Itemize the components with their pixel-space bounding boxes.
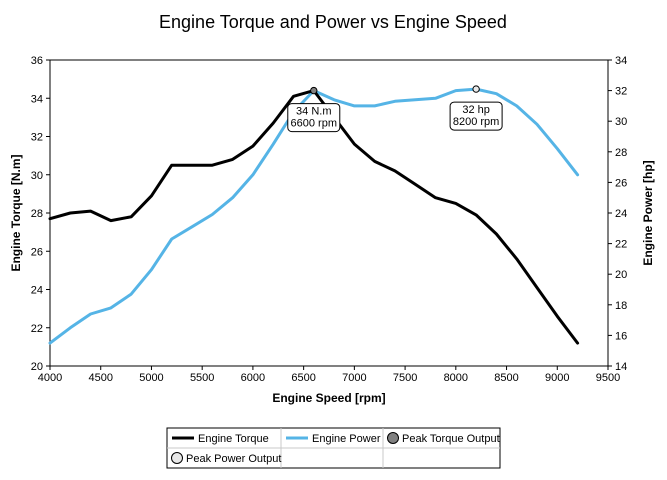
x-tick-label: 5500: [190, 372, 214, 384]
left-y-tick-label: 32: [31, 132, 43, 144]
right-y-tick-label: 34: [615, 55, 627, 67]
left-y-tick-label: 22: [31, 323, 43, 335]
chart-title: Engine Torque and Power vs Engine Speed: [159, 12, 507, 32]
left-y-tick-label: 28: [31, 208, 43, 220]
right-y-tick-label: 22: [615, 239, 627, 251]
x-tick-label: 7500: [393, 372, 417, 384]
left-y-tick-label: 30: [31, 170, 43, 182]
x-tick-label: 8500: [494, 372, 518, 384]
right-y-tick-label: 14: [615, 361, 627, 373]
peak-torque-output-label: 34 N.m: [296, 106, 331, 118]
right-y-tick-label: 26: [615, 177, 627, 189]
legend-swatch-peak-torque-output: [387, 432, 399, 444]
right-y-tick-label: 18: [615, 300, 627, 312]
right-y-tick-label: 16: [615, 330, 627, 342]
right-y-tick-label: 28: [615, 147, 627, 159]
legend-swatch-peak-power-output: [171, 452, 183, 464]
peak-torque-output-marker: [310, 86, 318, 95]
left-y-axis: 20 22 24 26 28 30 32 34 36: [31, 55, 50, 373]
left-y-axis-label: Engine Torque [N.m]: [9, 154, 23, 271]
peak-torque-output-label: 6600 rpm: [291, 118, 337, 130]
x-tick-label: 9000: [545, 372, 569, 384]
right-y-axis: 14 16 18 20 22 24 26 28 30 32 34: [608, 55, 627, 373]
x-tick-label: 6500: [291, 372, 315, 384]
right-y-tick-label: 30: [615, 116, 627, 128]
x-tick-label: 4000: [38, 372, 62, 384]
x-axis: 4000 4500 5000 5500 6000 6500 7000 7500 8000 8500…: [38, 366, 620, 384]
right-y-tick-label: 24: [615, 208, 627, 220]
left-y-tick-label: 26: [31, 246, 43, 258]
peak-power-output-marker: [472, 85, 480, 93]
x-tick-label: 7000: [342, 372, 366, 384]
legend: Engine Torque Engine Power Peak Torque Out…: [166, 427, 501, 469]
peak-torque-output-callout: [287, 103, 341, 133]
x-tick-label: 5000: [139, 372, 163, 384]
x-tick-label: 8000: [444, 372, 468, 384]
x-axis-label: Engine Speed [rpm]: [272, 391, 385, 405]
x-tick-label: 6000: [241, 372, 265, 384]
right-y-tick-label: 20: [615, 269, 627, 281]
x-tick-label: 9500: [596, 372, 620, 384]
right-y-tick-label: 32: [615, 86, 627, 98]
left-y-tick-label: 34: [31, 93, 43, 105]
left-y-tick-label: 36: [31, 55, 43, 67]
right-y-axis-label: Engine Power [hp]: [641, 160, 655, 265]
legend-label-peak-torque-output: Peak Torque Output: [402, 433, 500, 445]
left-y-tick-label: 24: [31, 285, 43, 297]
legend-label-engine-torque: Engine Torque: [198, 433, 269, 445]
x-tick-label: 4500: [88, 372, 112, 384]
peak-power-output-callout: [449, 101, 503, 131]
legend-label-peak-power-output: Peak Power Output: [186, 453, 281, 465]
peak-power-output-label: 32 hp: [462, 104, 490, 116]
legend-label-engine-power: Engine Power: [312, 433, 381, 445]
peak-power-output-label: 8200 rpm: [453, 116, 499, 128]
left-y-tick-label: 20: [31, 361, 43, 373]
